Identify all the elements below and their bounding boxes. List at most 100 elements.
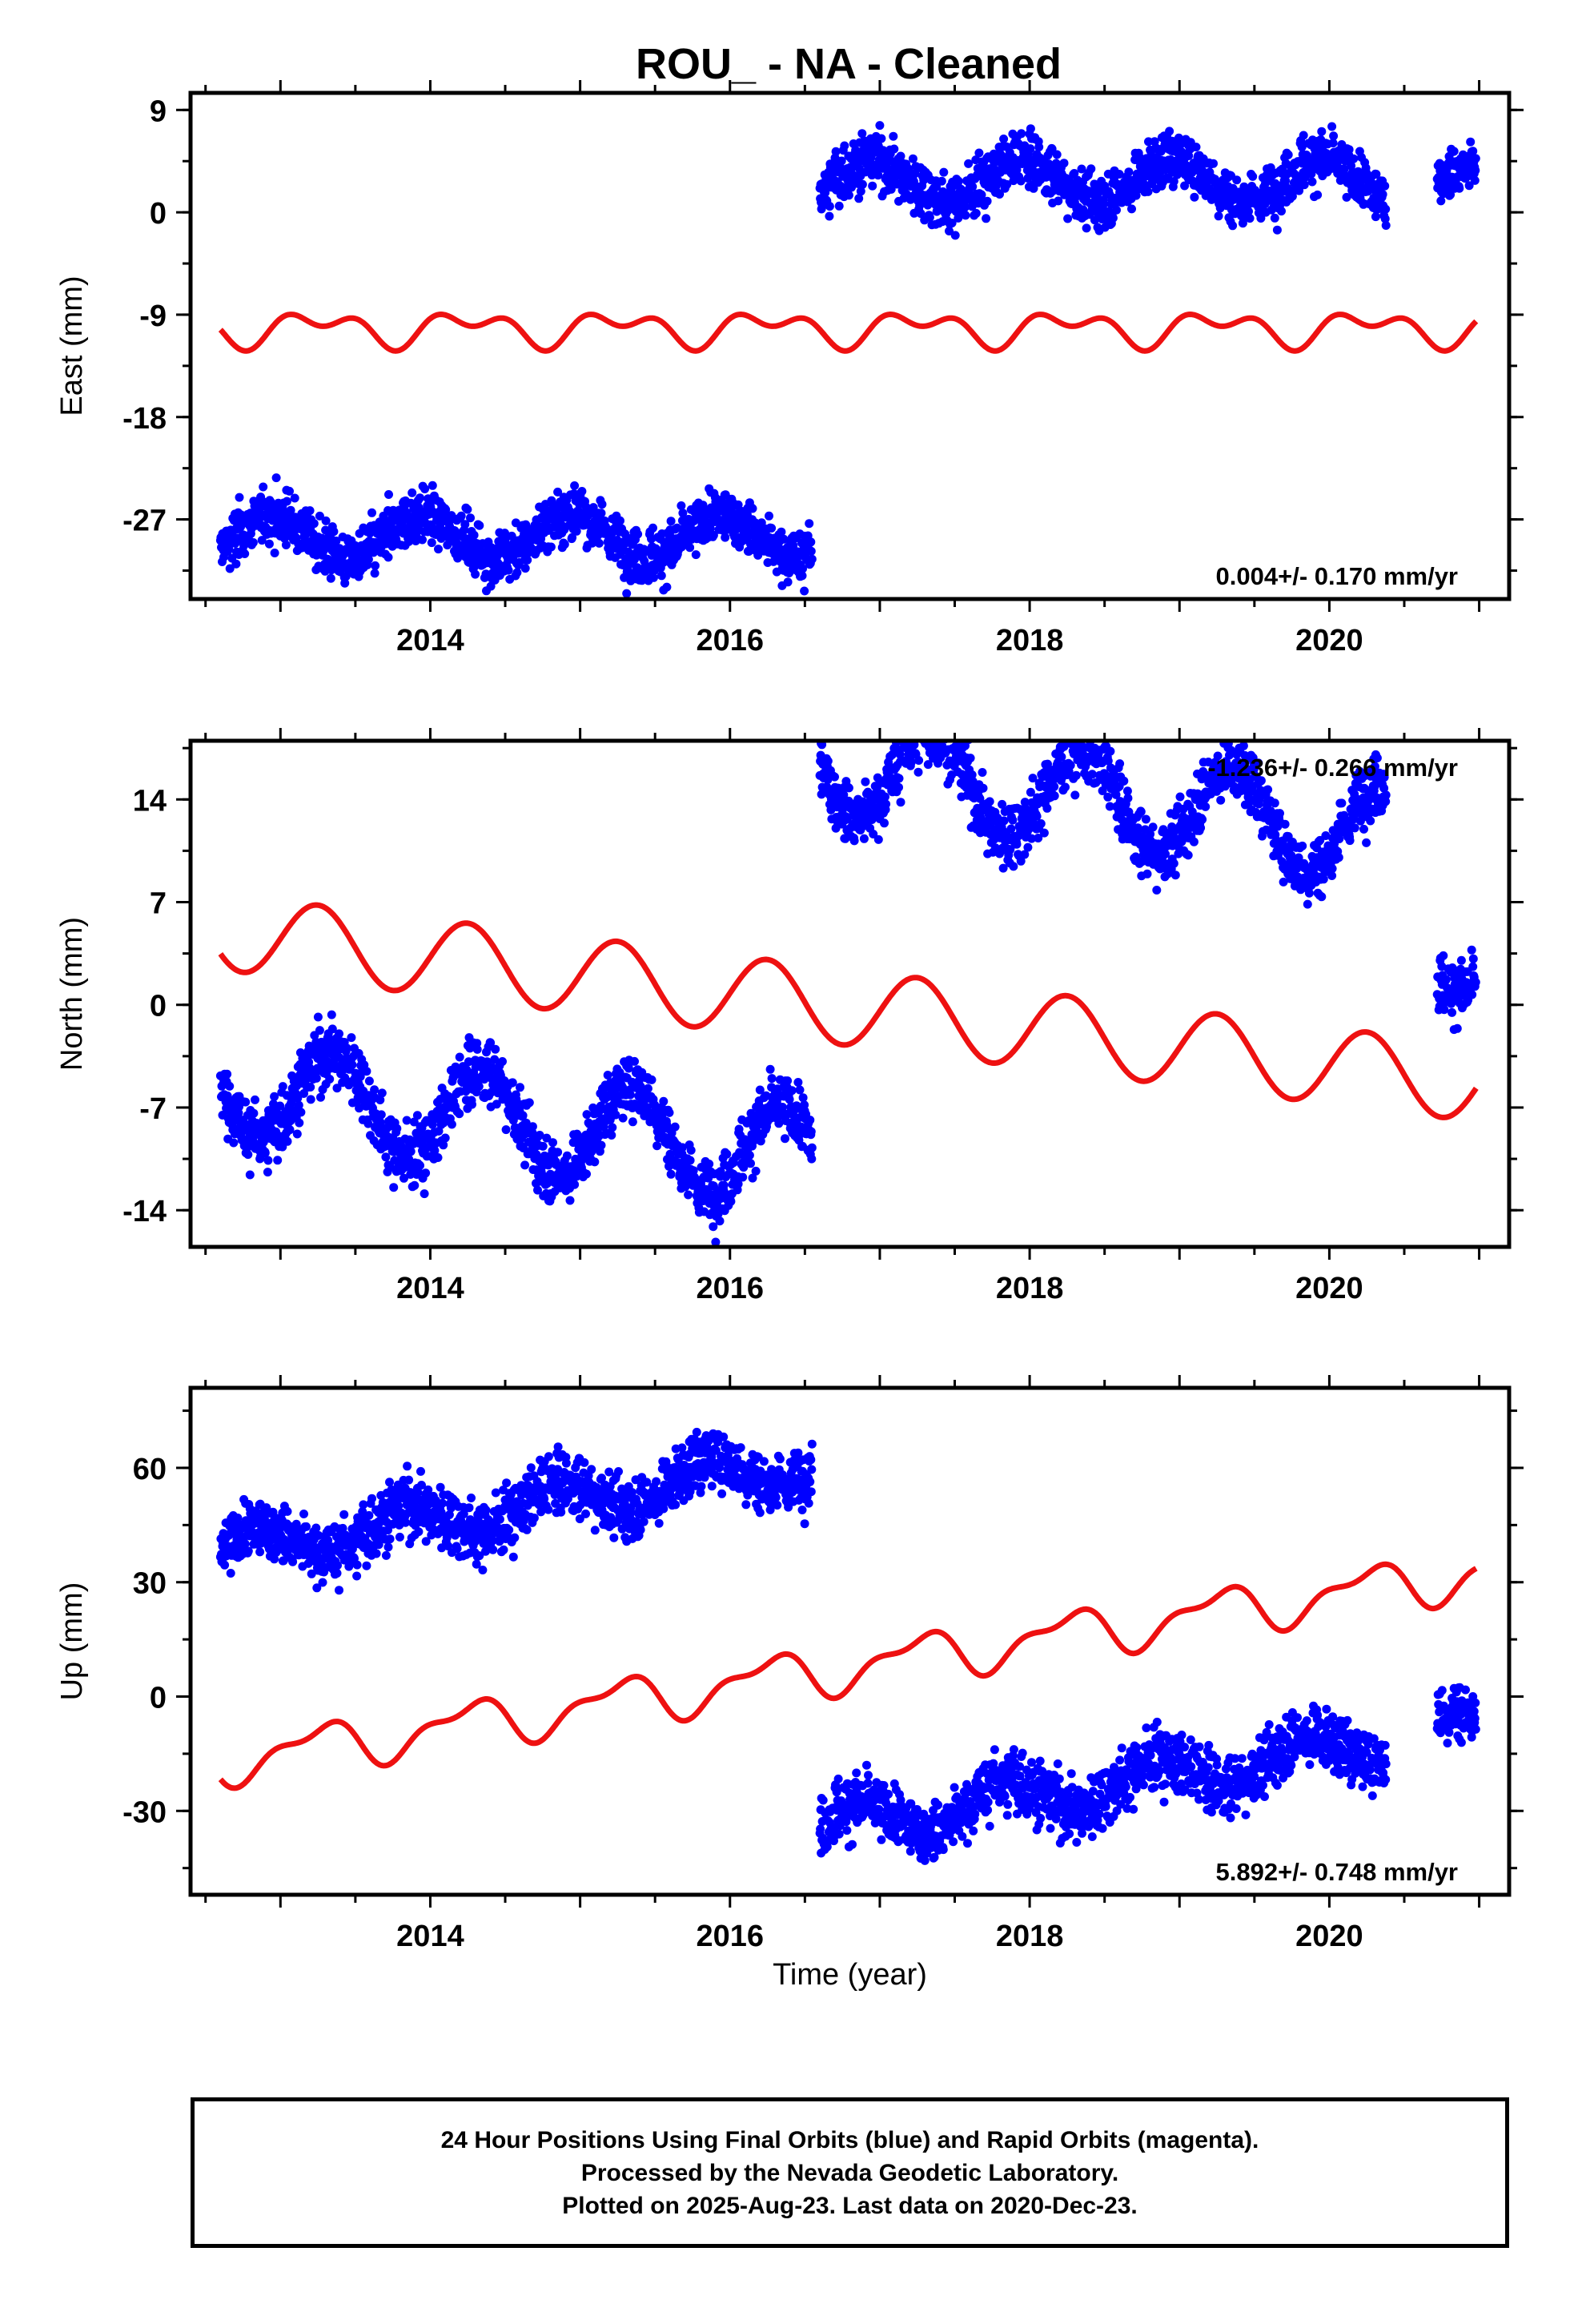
data-point (917, 719, 926, 728)
data-point (1297, 143, 1307, 152)
data-point (677, 1143, 687, 1152)
data-point (320, 1050, 330, 1059)
data-point (1023, 842, 1033, 852)
data-point (306, 1095, 315, 1104)
data-point (1144, 137, 1153, 147)
data-point (789, 541, 798, 550)
data-point (715, 1216, 725, 1226)
data-point (377, 1088, 387, 1098)
data-point (1339, 165, 1349, 174)
data-point (433, 1153, 443, 1162)
data-point (1066, 722, 1075, 731)
data-point (781, 1134, 789, 1144)
data-point (935, 728, 944, 737)
data-point (1127, 204, 1136, 214)
data-point (384, 490, 393, 499)
data-point (705, 524, 715, 533)
data-point (931, 730, 940, 738)
data-point (917, 726, 926, 735)
data-point (921, 694, 930, 702)
data-point (327, 1010, 336, 1019)
data-point (313, 1012, 323, 1022)
data-points (215, 473, 817, 598)
data-point (570, 481, 580, 490)
data-point (1248, 171, 1258, 181)
data-point (805, 519, 814, 529)
data-point (590, 1157, 600, 1167)
data-point (611, 1110, 620, 1120)
data-point (943, 730, 952, 739)
data-point (847, 183, 856, 192)
data-point (1009, 862, 1018, 871)
data-point (241, 1097, 251, 1107)
data-point (881, 799, 891, 809)
data-point (837, 156, 846, 166)
data-point (1103, 792, 1113, 802)
data-point (800, 586, 809, 596)
data-point (616, 516, 624, 525)
data-point (1380, 214, 1390, 223)
data-point (949, 722, 958, 731)
data-point (491, 1044, 500, 1054)
data-point (1165, 127, 1174, 136)
data-point (1050, 791, 1059, 801)
data-point (947, 219, 957, 227)
data-point (273, 1156, 283, 1165)
data-point (305, 506, 315, 516)
data-point (264, 539, 274, 549)
data-point (711, 1237, 721, 1247)
data-point (643, 1084, 652, 1093)
data-point (1103, 756, 1113, 766)
data-point (1111, 790, 1121, 799)
data-point (925, 213, 934, 222)
data-point (709, 1222, 718, 1232)
x-tick-label: 2016 (696, 624, 764, 657)
data-point (1028, 774, 1038, 783)
data-point (292, 1129, 302, 1139)
data-point (471, 569, 480, 579)
data-point (1190, 192, 1199, 202)
data-point (1471, 154, 1480, 163)
data-point (978, 783, 988, 793)
data-point (1032, 811, 1042, 821)
data-point (1071, 770, 1081, 780)
data-point (1066, 761, 1075, 770)
data-point (1299, 180, 1309, 190)
data-point (500, 535, 510, 545)
data-point (797, 571, 807, 581)
data-point (670, 1122, 680, 1132)
data-point (857, 129, 867, 139)
data-point (340, 578, 350, 588)
data-point (938, 719, 947, 728)
data-point (934, 730, 943, 739)
data-point (726, 1196, 736, 1206)
data-point (738, 1172, 748, 1182)
data-point (553, 1148, 563, 1157)
data-point (386, 1163, 396, 1172)
data-point (263, 1156, 273, 1165)
data-point (774, 1119, 784, 1128)
data-point (1327, 122, 1337, 131)
data-point (910, 169, 920, 179)
data-point (881, 792, 889, 802)
data-point (504, 565, 513, 575)
data-point (412, 1111, 422, 1120)
data-point (596, 1140, 606, 1150)
data-point (243, 1150, 253, 1160)
data-point (913, 729, 921, 738)
data-point (906, 758, 916, 767)
data-point (756, 1136, 765, 1146)
data-point (777, 527, 786, 537)
data-point (1381, 204, 1391, 214)
data-point (582, 1110, 592, 1120)
data-point (798, 564, 807, 573)
data-point (293, 1093, 303, 1103)
data-point (455, 1109, 464, 1119)
data-point (225, 1081, 235, 1091)
data-point (945, 227, 954, 235)
data-point (389, 1183, 399, 1192)
data-point (468, 1100, 476, 1109)
data-point (647, 1075, 656, 1084)
x-tick-label: 2020 (1295, 624, 1363, 657)
